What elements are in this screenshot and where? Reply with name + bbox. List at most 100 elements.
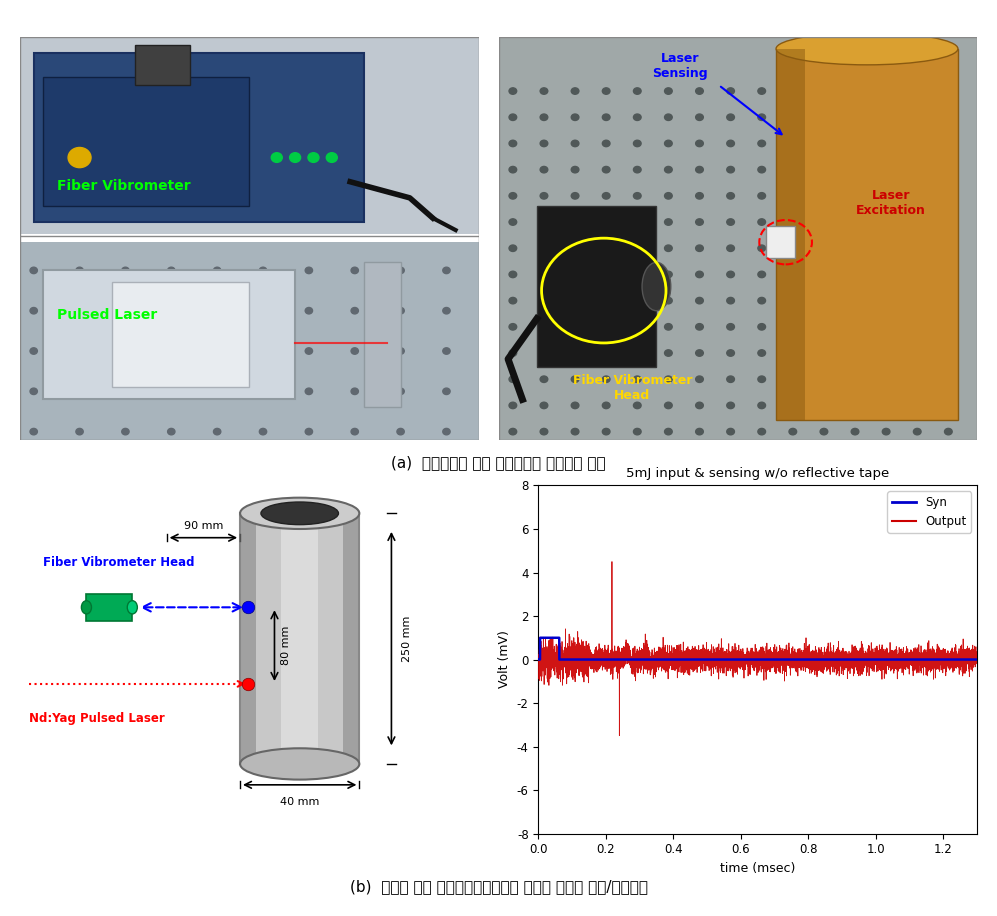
Circle shape [789, 350, 797, 356]
Circle shape [509, 350, 516, 356]
Circle shape [758, 376, 766, 383]
Circle shape [944, 376, 952, 383]
Circle shape [789, 167, 797, 173]
Circle shape [944, 402, 952, 409]
Circle shape [540, 271, 547, 278]
Circle shape [758, 402, 766, 409]
Circle shape [821, 271, 828, 278]
Circle shape [122, 348, 129, 354]
Circle shape [571, 323, 579, 330]
Circle shape [633, 271, 641, 278]
Circle shape [540, 429, 547, 435]
Ellipse shape [642, 262, 671, 311]
Circle shape [167, 348, 174, 354]
Circle shape [443, 429, 450, 435]
Circle shape [758, 219, 766, 225]
Circle shape [633, 192, 641, 199]
Circle shape [571, 219, 579, 225]
Circle shape [882, 402, 890, 409]
Circle shape [913, 350, 921, 356]
Circle shape [851, 245, 858, 252]
Circle shape [443, 348, 450, 354]
Circle shape [727, 140, 735, 147]
Circle shape [540, 167, 547, 173]
Circle shape [789, 88, 797, 94]
Circle shape [913, 323, 921, 330]
Circle shape [882, 219, 890, 225]
Circle shape [696, 350, 703, 356]
Circle shape [271, 153, 282, 162]
FancyBboxPatch shape [43, 77, 249, 206]
Circle shape [851, 350, 858, 356]
Circle shape [167, 388, 174, 395]
Circle shape [727, 271, 735, 278]
Circle shape [727, 350, 735, 356]
Circle shape [913, 271, 921, 278]
Circle shape [30, 308, 37, 314]
Circle shape [758, 140, 766, 147]
Circle shape [821, 140, 828, 147]
Text: (a)  실험장비와 금속 파이프라인 구조물의 구성: (a) 실험장비와 금속 파이프라인 구조물의 구성 [391, 455, 606, 470]
Text: Fiber Vibrometer Head: Fiber Vibrometer Head [43, 555, 194, 569]
FancyBboxPatch shape [135, 45, 189, 85]
Circle shape [351, 308, 358, 314]
Y-axis label: Volt (mV): Volt (mV) [498, 630, 511, 689]
Circle shape [509, 219, 516, 225]
Circle shape [851, 219, 858, 225]
Circle shape [913, 219, 921, 225]
Circle shape [305, 388, 312, 395]
Circle shape [913, 429, 921, 435]
Circle shape [727, 114, 735, 121]
Circle shape [882, 167, 890, 173]
Circle shape [305, 348, 312, 354]
Circle shape [665, 219, 672, 225]
Circle shape [944, 298, 952, 304]
Circle shape [821, 167, 828, 173]
Circle shape [665, 245, 672, 252]
Circle shape [882, 192, 890, 199]
Circle shape [851, 402, 858, 409]
Circle shape [30, 429, 37, 435]
Polygon shape [240, 513, 359, 764]
Circle shape [882, 298, 890, 304]
Circle shape [602, 140, 610, 147]
Circle shape [821, 402, 828, 409]
Circle shape [509, 429, 516, 435]
Circle shape [696, 376, 703, 383]
Circle shape [509, 298, 516, 304]
Circle shape [76, 308, 83, 314]
FancyBboxPatch shape [498, 37, 977, 440]
Circle shape [571, 271, 579, 278]
Circle shape [122, 388, 129, 395]
Circle shape [758, 245, 766, 252]
Circle shape [259, 429, 266, 435]
Circle shape [633, 350, 641, 356]
Circle shape [665, 429, 672, 435]
Circle shape [944, 192, 952, 199]
Circle shape [509, 323, 516, 330]
Circle shape [821, 429, 828, 435]
Circle shape [633, 429, 641, 435]
Circle shape [727, 167, 735, 173]
Circle shape [944, 271, 952, 278]
Circle shape [913, 88, 921, 94]
Circle shape [509, 402, 516, 409]
Circle shape [633, 376, 641, 383]
Circle shape [696, 245, 703, 252]
Circle shape [727, 376, 735, 383]
X-axis label: time (msec): time (msec) [720, 862, 796, 875]
Circle shape [789, 245, 797, 252]
Circle shape [213, 308, 220, 314]
Circle shape [76, 388, 83, 395]
Circle shape [509, 114, 516, 121]
Circle shape [665, 376, 672, 383]
Circle shape [944, 88, 952, 94]
Circle shape [602, 167, 610, 173]
Circle shape [397, 348, 404, 354]
Legend: Syn, Output: Syn, Output [887, 491, 971, 533]
Circle shape [789, 429, 797, 435]
Circle shape [633, 245, 641, 252]
Circle shape [758, 192, 766, 199]
Ellipse shape [82, 601, 92, 614]
Circle shape [213, 388, 220, 395]
